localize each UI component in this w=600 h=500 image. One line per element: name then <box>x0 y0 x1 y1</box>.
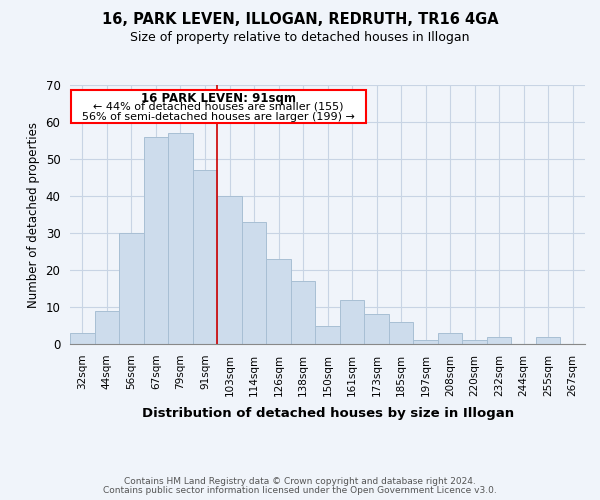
Bar <box>463 340 487 344</box>
Text: Contains HM Land Registry data © Crown copyright and database right 2024.: Contains HM Land Registry data © Crown c… <box>124 477 476 486</box>
Text: Contains public sector information licensed under the Open Government Licence v3: Contains public sector information licen… <box>103 486 497 495</box>
Text: 56% of semi-detached houses are larger (199) →: 56% of semi-detached houses are larger (… <box>82 112 355 122</box>
Bar <box>438 333 463 344</box>
Text: 16, PARK LEVEN, ILLOGAN, REDRUTH, TR16 4GA: 16, PARK LEVEN, ILLOGAN, REDRUTH, TR16 4… <box>101 12 499 28</box>
Bar <box>168 133 193 344</box>
X-axis label: Distribution of detached houses by size in Illogan: Distribution of detached houses by size … <box>142 407 514 420</box>
Y-axis label: Number of detached properties: Number of detached properties <box>27 122 40 308</box>
Text: ← 44% of detached houses are smaller (155): ← 44% of detached houses are smaller (15… <box>93 102 344 112</box>
Bar <box>413 340 438 344</box>
Bar <box>95 310 119 344</box>
Bar <box>217 196 242 344</box>
Bar <box>364 314 389 344</box>
Bar <box>291 281 316 344</box>
Bar <box>487 336 511 344</box>
Bar <box>340 300 364 344</box>
Bar <box>316 326 340 344</box>
Bar <box>144 137 168 344</box>
Text: Size of property relative to detached houses in Illogan: Size of property relative to detached ho… <box>130 31 470 44</box>
Bar <box>536 336 560 344</box>
Bar <box>70 333 95 344</box>
Bar <box>389 322 413 344</box>
Bar <box>119 233 144 344</box>
Bar <box>266 259 291 344</box>
FancyBboxPatch shape <box>71 90 365 124</box>
Text: 16 PARK LEVEN: 91sqm: 16 PARK LEVEN: 91sqm <box>141 92 296 106</box>
Bar <box>242 222 266 344</box>
Bar <box>193 170 217 344</box>
